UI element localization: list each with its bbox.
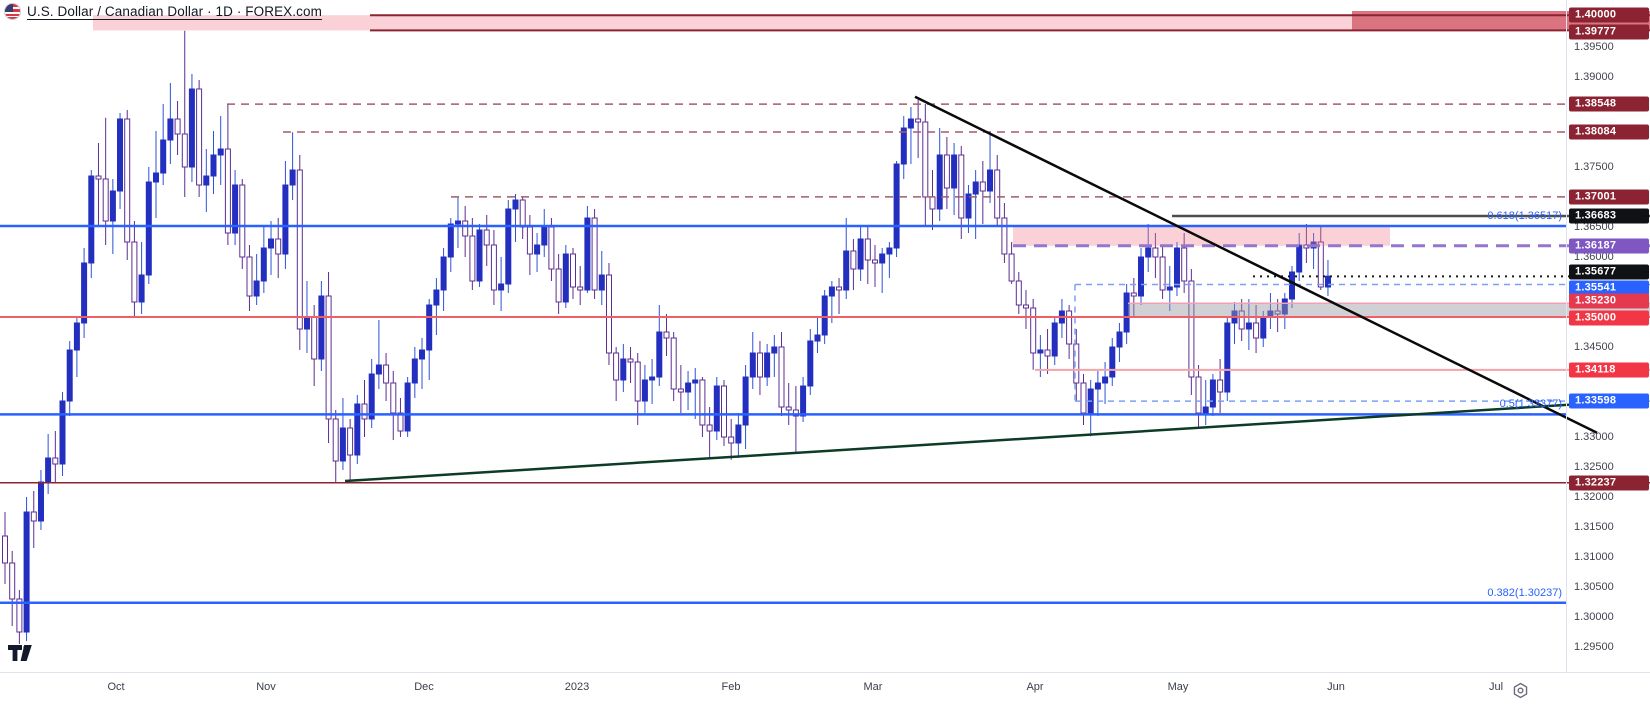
price-badge-1.35541: 1.35541 — [1569, 280, 1649, 296]
price-badge-1.36683: 1.36683 — [1569, 208, 1649, 224]
fib-level-label: 0.618(1.36517) — [1487, 209, 1562, 222]
time-axis-label-Apr: Apr — [1026, 681, 1044, 693]
tradingview-logo-icon — [8, 645, 32, 661]
price-badge-1.35000: 1.35000 — [1569, 310, 1649, 326]
resistance-zone-1.39777-1.40000 — [370, 15, 1352, 31]
price-axis-label: 1.36500 — [1574, 221, 1614, 233]
price-badge-1.40000: 1.40000 — [1569, 7, 1649, 23]
price-badge-1.34118: 1.34118 — [1569, 362, 1649, 378]
time-axis-label-Oct: Oct — [107, 681, 125, 693]
price-axis-label: 1.31000 — [1574, 551, 1614, 563]
price-badge-1.35230: 1.35230 — [1569, 293, 1649, 309]
axis-settings-button[interactable] — [1512, 682, 1529, 704]
time-axis-label-Feb: Feb — [721, 681, 741, 693]
time-axis-label-Nov: Nov — [256, 681, 276, 693]
price-badge-1.35677: 1.35677 — [1569, 264, 1649, 280]
tradingview-logo[interactable] — [8, 643, 38, 668]
symbol-title[interactable]: U.S. Dollar / Canadian Dollar · 1D · FOR… — [27, 4, 322, 19]
gear-icon — [1513, 682, 1528, 699]
price-badge-1.36187: 1.36187 — [1569, 238, 1649, 254]
price-axis-label: 1.36000 — [1574, 251, 1614, 263]
price-axis-label: 1.32500 — [1574, 461, 1614, 473]
price-axis-label: 1.37500 — [1574, 161, 1614, 173]
usd-cad-flag-icon — [4, 3, 21, 20]
price-axis-label: 1.30500 — [1574, 581, 1614, 593]
time-axis-label-2023: 2023 — [564, 681, 590, 693]
price-axis-label: 1.29500 — [1574, 641, 1614, 653]
time-axis-label-Dec: Dec — [414, 681, 434, 693]
ascending-trendline-from-november-low — [344, 401, 1598, 483]
level-lines — [0, 14, 1650, 605]
price-zones — [93, 11, 1650, 317]
time-axis-label-Jul: Jul — [1488, 681, 1504, 693]
price-axis-label: 1.30000 — [1574, 611, 1614, 623]
price-axis-label: 1.34500 — [1574, 341, 1614, 353]
candles — [2, 30, 1331, 644]
resistance-zone-1.39777-1.40000-left — [93, 15, 370, 31]
symbol-header[interactable]: U.S. Dollar / Canadian Dollar · 1D · FOR… — [4, 3, 322, 20]
price-badge-1.33598: 1.33598 — [1569, 393, 1649, 409]
time-axis-label-May: May — [1167, 681, 1189, 693]
price-axis-label: 1.31500 — [1574, 521, 1614, 533]
price-badge-1.32237: 1.32237 — [1569, 475, 1649, 491]
time-axis-label-Jun: Jun — [1327, 681, 1345, 693]
price-badge-1.37001: 1.37001 — [1569, 189, 1649, 205]
fib-level-label: 0.382(1.30237) — [1487, 586, 1562, 599]
price-badge-1.39777: 1.39777 — [1569, 24, 1649, 40]
resistance-zone-1.36187-1.36517 — [1013, 226, 1390, 246]
price-badge-1.38084: 1.38084 — [1569, 124, 1649, 140]
price-badge-1.38548: 1.38548 — [1569, 96, 1649, 112]
time-axis[interactable]: Oct Nov Dec 2023 Feb Mar Apr May Jun Jul — [0, 672, 1650, 706]
price-axis-label: 1.39000 — [1574, 71, 1614, 83]
price-axis[interactable]: 1.39500 1.39000 1.37500 1.36500 1.36000 1.345… — [1566, 0, 1650, 683]
price-axis-label: 1.39500 — [1574, 41, 1614, 53]
price-axis-label: 1.33000 — [1574, 431, 1614, 443]
trendlines — [344, 95, 1598, 483]
descending-trendline-from-march-high — [914, 95, 1598, 434]
support-zone-1.35000-1.35230 — [1128, 303, 1650, 317]
fib-level-label: 0.5(1.33377) — [1499, 398, 1562, 411]
time-axis-label-Mar: Mar — [863, 681, 883, 693]
price-axis-label: 1.32000 — [1574, 491, 1614, 503]
